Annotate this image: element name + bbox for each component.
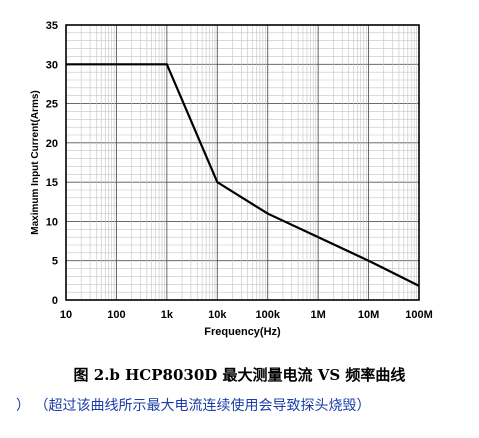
y-tick-label: 20 — [46, 138, 58, 150]
warning-note: ） （超过该曲线所示最大电流连续使用会导致探头烧毁） — [16, 395, 370, 415]
y-tick-label: 25 — [46, 99, 58, 111]
x-tick-label: 100k — [255, 309, 280, 321]
series-line — [66, 63, 420, 287]
x-tick-label: 10k — [208, 309, 227, 321]
note-text: （超过该曲线所示最大电流连续使用会导致探头烧毁） — [34, 398, 371, 414]
x-tick-label: 100 — [107, 309, 125, 321]
y-tick-label: 15 — [46, 177, 58, 189]
y-tick-label: 5 — [52, 256, 58, 268]
y-tick-label: 30 — [46, 59, 58, 71]
x-tick-label: 10 — [60, 309, 72, 321]
y-axis-label: Maximum Input Current(Arms) — [30, 90, 41, 234]
x-tick-label: 1k — [161, 309, 174, 321]
figure-caption: 图 2.b HCP8030D 最大测量电流 VS 频率曲线 — [73, 366, 406, 384]
x-tick-label: 1M — [311, 309, 326, 321]
x-tick-label: 10M — [358, 309, 379, 321]
y-tick-label: 0 — [52, 295, 58, 307]
y-tick-labels: 0 5 10 15 20 25 30 35 — [46, 20, 58, 307]
plot-frame — [65, 24, 420, 301]
y-tick-label: 10 — [46, 216, 58, 228]
x-tick-label: 100M — [405, 309, 433, 321]
y-tick-label: 35 — [46, 20, 58, 32]
note-paren-mark: ） — [16, 398, 30, 414]
current-frequency-chart: 0 5 10 15 20 25 30 35 10 100 1k 10k 100k 1M 10M 100M F… — [30, 20, 433, 338]
x-tick-labels: 10 100 1k 10k 100k 1M 10M 100M — [60, 309, 433, 321]
x-axis-label: Frequency(Hz) — [204, 326, 281, 338]
grid — [65, 24, 419, 301]
